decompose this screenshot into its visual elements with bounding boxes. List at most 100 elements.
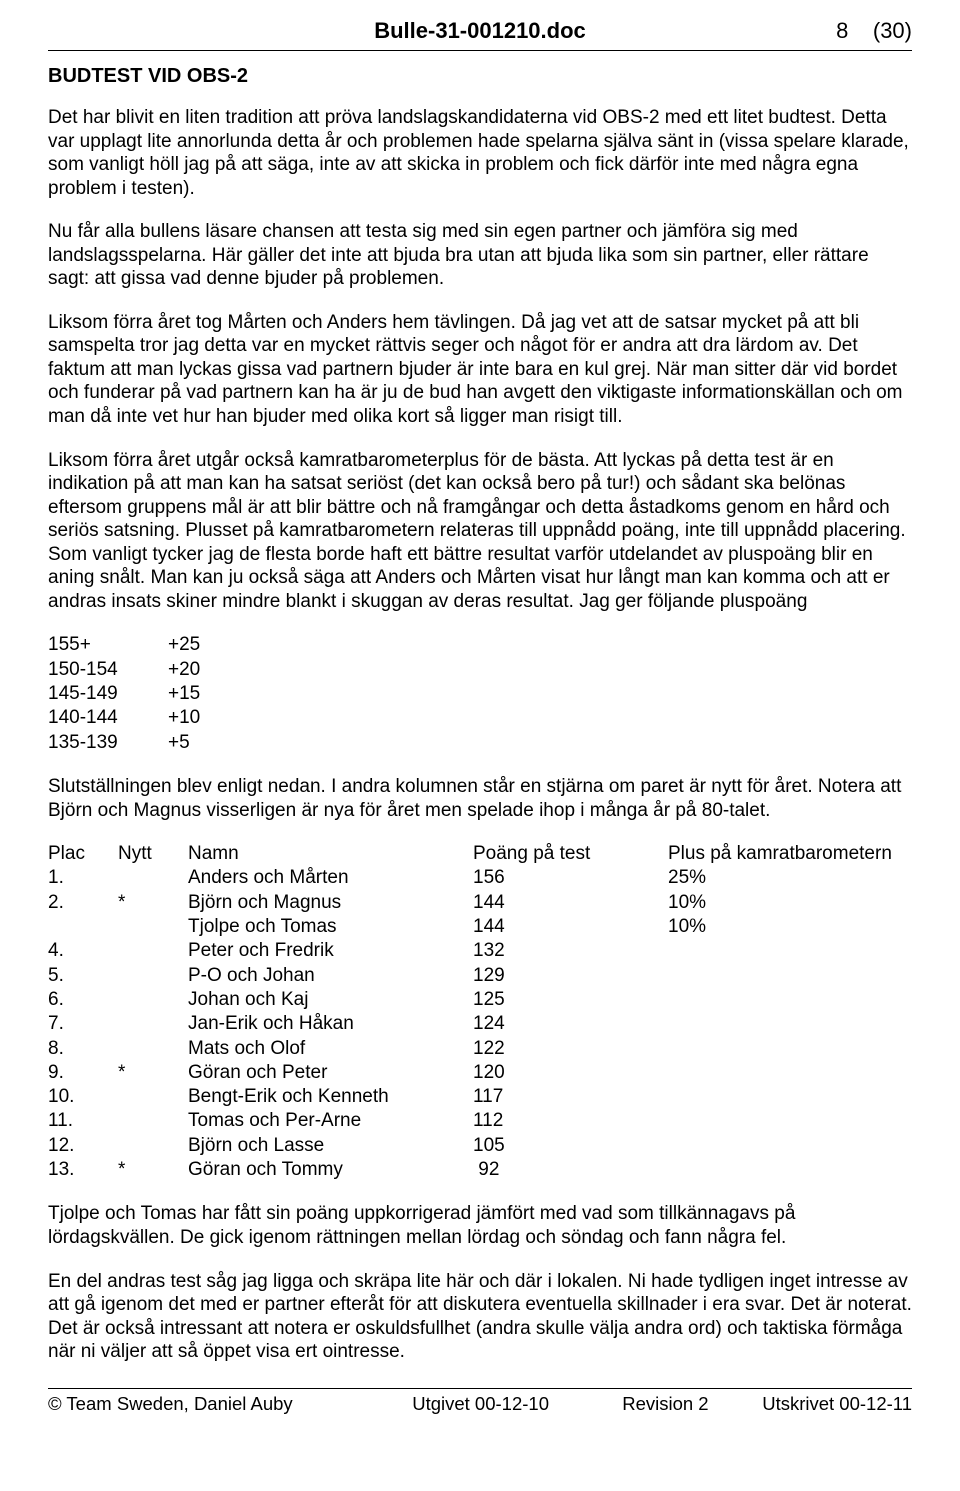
- cell-nytt: [118, 1085, 188, 1109]
- cell-plac: 13.: [48, 1158, 118, 1182]
- standings-row: 10.Bengt-Erik och Kenneth117: [48, 1085, 912, 1109]
- footer-printed: Utskrivet 00-12-11: [762, 1393, 912, 1415]
- cell-plac: 11.: [48, 1109, 118, 1133]
- cell-plus: [668, 1158, 912, 1182]
- footer-issued: Utgivet 00-12-10: [412, 1393, 622, 1415]
- bonus-range: 145-149: [48, 682, 168, 706]
- cell-poang: 112: [473, 1109, 668, 1133]
- cell-nytt: *: [118, 1158, 188, 1182]
- col-header-poang: Poäng på test: [473, 842, 668, 866]
- cell-plus: 10%: [668, 915, 912, 939]
- standings-row: 2.*Björn och Magnus14410%: [48, 891, 912, 915]
- cell-plac: 2.: [48, 891, 118, 915]
- cell-plac: 5.: [48, 964, 118, 988]
- cell-namn: Jan-Erik och Håkan: [188, 1012, 473, 1036]
- cell-plus: [668, 1061, 912, 1085]
- document-page: Bulle-31-001210.doc 8 (30) BUDTEST VID O…: [0, 0, 960, 1435]
- cell-namn: P-O och Johan: [188, 964, 473, 988]
- page-number: 8 (30): [836, 18, 912, 44]
- cell-nytt: [118, 1134, 188, 1158]
- cell-plus: [668, 939, 912, 963]
- paragraph-6: Tjolpe och Tomas har fått sin poäng uppk…: [48, 1202, 912, 1249]
- page-total: (30): [873, 18, 912, 43]
- standings-header-row: Plac Nytt Namn Poäng på test Plus på kam…: [48, 842, 912, 866]
- col-header-namn: Namn: [188, 842, 473, 866]
- cell-plac: 12.: [48, 1134, 118, 1158]
- standings-table: Plac Nytt Namn Poäng på test Plus på kam…: [48, 842, 912, 1182]
- standings-row: 11. Tomas och Per-Arne112: [48, 1109, 912, 1133]
- bonus-value: +5: [168, 731, 190, 755]
- standings-row: 1.Anders och Mårten15625%: [48, 866, 912, 890]
- cell-nytt: [118, 939, 188, 963]
- cell-namn: Tomas och Per-Arne: [188, 1109, 473, 1133]
- cell-namn: Björn och Lasse: [188, 1134, 473, 1158]
- paragraph-2: Nu får alla bullens läsare chansen att t…: [48, 220, 912, 291]
- col-header-plac: Plac: [48, 842, 118, 866]
- bonus-value: +25: [168, 633, 200, 657]
- cell-poang: 122: [473, 1037, 668, 1061]
- paragraph-7: En del andras test såg jag ligga och skr…: [48, 1270, 912, 1364]
- cell-poang: 132: [473, 939, 668, 963]
- standings-row: 4.Peter och Fredrik132: [48, 939, 912, 963]
- cell-nytt: [118, 1012, 188, 1036]
- cell-plac: 10.: [48, 1085, 118, 1109]
- document-title: Bulle-31-001210.doc: [374, 18, 586, 44]
- cell-plus: [668, 1109, 912, 1133]
- cell-namn: Peter och Fredrik: [188, 939, 473, 963]
- cell-poang: 156: [473, 866, 668, 890]
- cell-namn: Tjolpe och Tomas: [188, 915, 473, 939]
- cell-nytt: [118, 866, 188, 890]
- bonus-range: 155+: [48, 633, 168, 657]
- bonus-value: +20: [168, 658, 200, 682]
- cell-poang: 144: [473, 915, 668, 939]
- cell-namn: Mats och Olof: [188, 1037, 473, 1061]
- cell-nytt: [118, 1109, 188, 1133]
- footer-revision: Revision 2: [622, 1393, 762, 1415]
- col-header-plus: Plus på kamratbarometern: [668, 842, 912, 866]
- page-footer: © Team Sweden, Daniel Auby Utgivet 00-12…: [48, 1393, 912, 1415]
- cell-namn: Anders och Mårten: [188, 866, 473, 890]
- cell-plac: [48, 915, 118, 939]
- footer-copyright: © Team Sweden, Daniel Auby: [48, 1393, 412, 1415]
- bonus-row: 150-154+20: [48, 658, 912, 682]
- standings-row: 7.Jan-Erik och Håkan124: [48, 1012, 912, 1036]
- paragraph-1: Det har blivit en liten tradition att pr…: [48, 106, 912, 200]
- cell-poang: 105: [473, 1134, 668, 1158]
- cell-nytt: [118, 988, 188, 1012]
- bonus-row: 135-139+5: [48, 731, 912, 755]
- cell-plac: 9.: [48, 1061, 118, 1085]
- cell-plac: 6.: [48, 988, 118, 1012]
- cell-plus: 25%: [668, 866, 912, 890]
- cell-nytt: [118, 915, 188, 939]
- bonus-value: +10: [168, 706, 200, 730]
- cell-poang: 92: [473, 1158, 668, 1182]
- standings-row: 5. P-O och Johan129: [48, 964, 912, 988]
- cell-namn: Göran och Tommy: [188, 1158, 473, 1182]
- paragraph-5: Slutställningen blev enligt nedan. I and…: [48, 775, 912, 822]
- bonus-range: 150-154: [48, 658, 168, 682]
- cell-poang: 120: [473, 1061, 668, 1085]
- bonus-row: 155++25: [48, 633, 912, 657]
- cell-plus: [668, 988, 912, 1012]
- cell-plac: 8.: [48, 1037, 118, 1061]
- col-header-nytt: Nytt: [118, 842, 188, 866]
- cell-poang: 129: [473, 964, 668, 988]
- footer-divider: [48, 1388, 912, 1389]
- cell-plus: [668, 964, 912, 988]
- cell-plus: [668, 1134, 912, 1158]
- cell-plus: [668, 1037, 912, 1061]
- cell-namn: Björn och Magnus: [188, 891, 473, 915]
- cell-plus: 10%: [668, 891, 912, 915]
- paragraph-3: Liksom förra året tog Mårten och Anders …: [48, 311, 912, 429]
- cell-poang: 124: [473, 1012, 668, 1036]
- cell-poang: 144: [473, 891, 668, 915]
- standings-row: 8. Mats och Olof122: [48, 1037, 912, 1061]
- cell-nytt: [118, 1037, 188, 1061]
- cell-plus: [668, 1085, 912, 1109]
- cell-poang: 125: [473, 988, 668, 1012]
- bonus-row: 145-149+15: [48, 682, 912, 706]
- cell-namn: Göran och Peter: [188, 1061, 473, 1085]
- cell-poang: 117: [473, 1085, 668, 1109]
- standings-row: 6.Johan och Kaj125: [48, 988, 912, 1012]
- cell-nytt: [118, 964, 188, 988]
